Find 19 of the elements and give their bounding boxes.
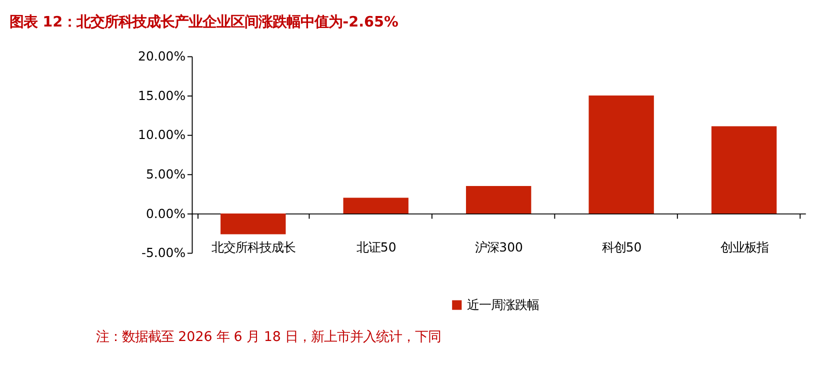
y-tick-label: 20.00%	[138, 48, 186, 64]
chart-title: 图表 12：北交所科技成长产业企业区间涨跌幅中值为-2.65%	[10, 14, 398, 31]
bar	[711, 126, 777, 214]
bar	[343, 198, 408, 214]
x-tick-label: 沪深300	[475, 239, 524, 254]
x-tick-label: 科创50	[602, 239, 642, 254]
legend-label: 近一周涨跌幅	[466, 296, 539, 312]
bar	[588, 96, 654, 214]
x-tick-label: 创业板指	[720, 239, 769, 254]
x-tick-label: 北证50	[356, 239, 396, 254]
y-tick-label: -5.00%	[141, 245, 186, 260]
bar	[466, 186, 532, 214]
bar	[220, 213, 286, 234]
y-tick-label: 0.00%	[146, 206, 186, 221]
y-tick-label: 10.00%	[138, 127, 186, 142]
y-tick-label: 5.00%	[146, 166, 186, 182]
x-tick-label: 北交所科技成长	[212, 239, 296, 254]
text: 注：数据截至 2026 年 6 月 18 日，新上市并入统计，下同	[96, 330, 442, 345]
y-tick-label: 15.00%	[138, 88, 186, 103]
